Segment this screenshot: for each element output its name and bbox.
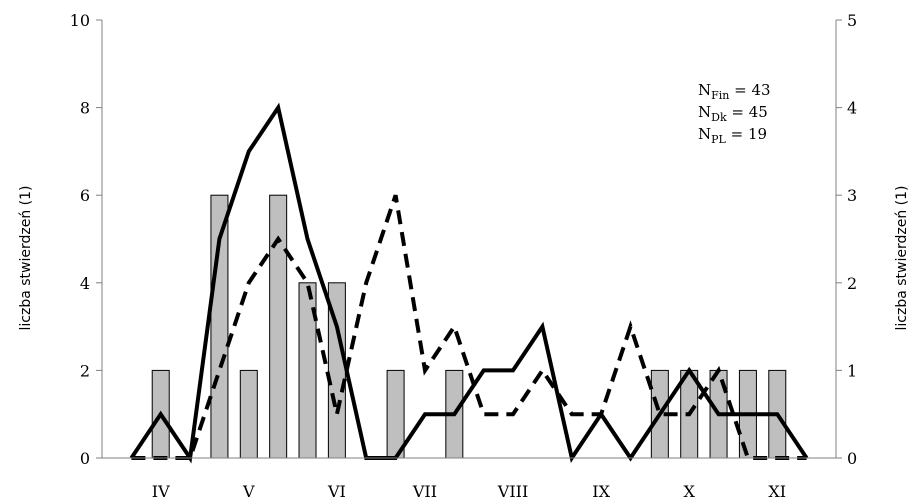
x-tick-label: IX (592, 482, 610, 501)
bar (269, 194, 288, 459)
y-axis-title-left: liczba stwierdzeń (1) (18, 186, 34, 331)
x-tick-label: X (684, 482, 696, 501)
y-tick-right: 1 (847, 361, 857, 380)
x-tick-label: IV (152, 482, 170, 501)
bar (386, 369, 405, 459)
note-line: NDk = 45 (698, 103, 768, 124)
x-tick-label: VIII (497, 482, 529, 501)
labels: 0 2 4 6 8 10 0 1 2 3 4 5 IV V VI VII VIII IX X XI (70, 11, 858, 501)
x-tick-label: VII (412, 482, 437, 501)
y-tick-right: 4 (847, 99, 857, 118)
y-tick-left: 8 (80, 99, 90, 118)
series-line-2 (131, 194, 807, 460)
y-tick-left: 10 (70, 11, 90, 30)
y-tick-left: 4 (80, 274, 90, 293)
note-line: NFin = 43 (698, 81, 771, 102)
lines (129, 102, 809, 464)
y-tick-right: 2 (847, 274, 857, 293)
y-tick-right: 0 (847, 449, 857, 468)
y-tick-left: 0 (80, 449, 90, 468)
y-axis-title-right: liczba stwierdzeń (1) (894, 186, 910, 331)
x-tick-label: V (242, 482, 255, 501)
y-tick-right: 5 (847, 11, 857, 30)
x-tick-label: VI (327, 482, 346, 501)
y-tick-left: 2 (80, 361, 90, 380)
y-tick-right: 3 (847, 186, 857, 205)
x-tick-label: XI (768, 482, 786, 501)
y-tick-left: 6 (80, 186, 90, 205)
series-line-1 (129, 102, 809, 464)
bar (239, 369, 258, 459)
bars (151, 194, 787, 459)
axes (96, 19, 842, 459)
note-line: NPL = 19 (698, 125, 767, 146)
